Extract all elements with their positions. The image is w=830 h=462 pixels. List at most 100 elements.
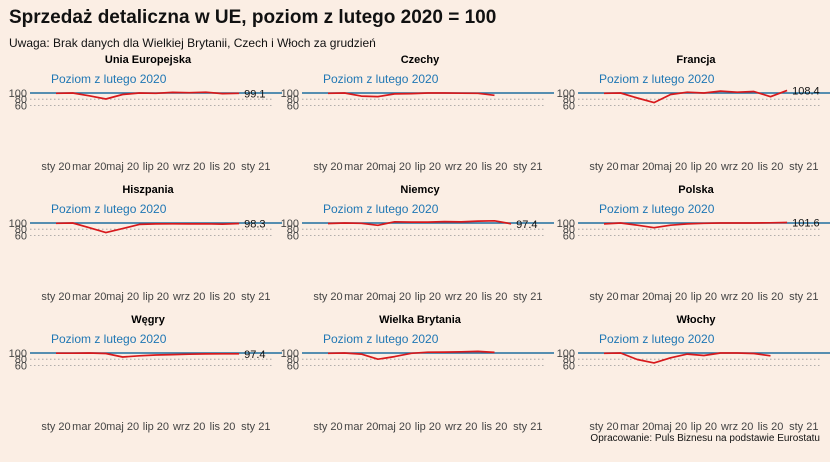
x-tick-label: lis 20 [758,161,784,173]
x-tick-label: wrz 20 [172,421,205,433]
x-tick-label: lis 20 [758,421,784,433]
x-tick-label: maj 20 [378,161,411,173]
x-tick-label: lis 20 [482,291,508,303]
y-tick-label: 60 [287,360,299,372]
end-value-label: 108.4 [792,85,820,97]
end-value-label: 101.6 [792,218,820,230]
panel-title: Wielka Brytania [379,314,462,326]
y-tick-label: 100 [557,348,575,360]
source-note: Opracowanie: Puls Biznesu na podstawie E… [590,433,820,444]
x-tick-label: mar 20 [72,291,106,303]
y-tick-label: 60 [287,100,299,112]
x-tick-label: lis 20 [482,421,508,433]
y-tick-label: 80 [15,354,27,366]
reference-label: Poziom z lutego 2020 [599,202,715,216]
end-value-label: 99.1 [244,88,265,100]
x-tick-label: sty 21 [513,421,542,433]
x-tick-label: wrz 20 [720,161,753,173]
x-tick-label: lip 20 [415,421,441,433]
x-tick-label: sty 20 [589,161,618,173]
y-tick-label: 100 [557,218,575,230]
x-tick-label: mar 20 [344,161,378,173]
x-tick-label: maj 20 [106,161,139,173]
series-line [327,219,512,227]
x-tick-label: lip 20 [143,291,169,303]
reference-label: Poziom z lutego 2020 [51,332,167,346]
x-tick-label: sty 21 [513,291,542,303]
y-tick-label: 100 [9,88,27,100]
series-line [56,352,240,358]
y-tick-label: 60 [15,100,27,112]
x-tick-label: sty 20 [589,421,618,433]
x-tick-label: lip 20 [691,291,717,303]
series-line [603,352,771,364]
panel-title: Hiszpania [122,184,174,196]
x-tick-label: sty 20 [41,421,70,433]
x-tick-label: mar 20 [72,421,106,433]
reference-label: Poziom z lutego 2020 [51,72,167,86]
panel-title: Polska [678,184,714,196]
y-tick-label: 60 [287,230,299,242]
panel-title: Niemcy [400,184,440,196]
panel-title: Czechy [401,54,440,66]
x-tick-label: sty 21 [241,421,270,433]
x-tick-label: mar 20 [344,421,378,433]
x-tick-label: maj 20 [378,291,411,303]
reference-label: Poziom z lutego 2020 [51,202,167,216]
y-tick-label: 100 [557,88,575,100]
y-tick-label: 80 [15,94,27,106]
end-value-label: 97.4 [516,219,537,231]
x-tick-label: lip 20 [691,161,717,173]
x-tick-label: wrz 20 [444,291,477,303]
y-tick-label: 80 [287,354,299,366]
x-tick-label: lis 20 [210,291,236,303]
x-tick-label: sty 20 [313,421,342,433]
y-tick-label: 60 [15,360,27,372]
y-tick-label: 80 [287,224,299,236]
x-tick-label: sty 21 [789,421,818,433]
panel-title: Francja [676,54,716,66]
x-tick-label: wrz 20 [720,421,753,433]
x-tick-label: maj 20 [654,291,687,303]
x-tick-label: mar 20 [72,161,106,173]
y-tick-label: 100 [281,348,299,360]
y-tick-label: 80 [563,354,575,366]
x-tick-label: sty 21 [789,161,818,173]
series-line [603,89,788,104]
x-tick-label: sty 21 [241,161,270,173]
panel-title: Włochy [676,314,716,326]
chart-subtitle: Uwaga: Brak danych dla Wielkiej Brytanii… [9,36,376,50]
x-tick-label: wrz 20 [172,161,205,173]
x-tick-label: sty 20 [589,291,618,303]
x-tick-label: mar 20 [344,291,378,303]
y-tick-label: 80 [563,224,575,236]
x-tick-label: sty 20 [41,291,70,303]
x-tick-label: lip 20 [143,421,169,433]
x-tick-label: sty 21 [513,161,542,173]
x-tick-label: maj 20 [654,421,687,433]
y-tick-label: 100 [281,88,299,100]
x-tick-label: mar 20 [620,161,654,173]
x-tick-label: sty 20 [313,161,342,173]
x-tick-label: maj 20 [106,291,139,303]
x-tick-label: wrz 20 [720,291,753,303]
series-line [327,92,495,98]
x-tick-label: maj 20 [654,161,687,173]
x-tick-label: lis 20 [210,161,236,173]
x-tick-label: lis 20 [210,421,236,433]
reference-label: Poziom z lutego 2020 [599,332,715,346]
y-tick-label: 60 [563,360,575,372]
chart-title: Sprzedaż detaliczna w UE, poziom z luteg… [9,7,497,28]
series-line [603,221,788,229]
x-tick-label: maj 20 [106,421,139,433]
y-tick-label: 60 [563,100,575,112]
series-line [55,91,240,100]
y-tick-label: 80 [563,94,575,106]
